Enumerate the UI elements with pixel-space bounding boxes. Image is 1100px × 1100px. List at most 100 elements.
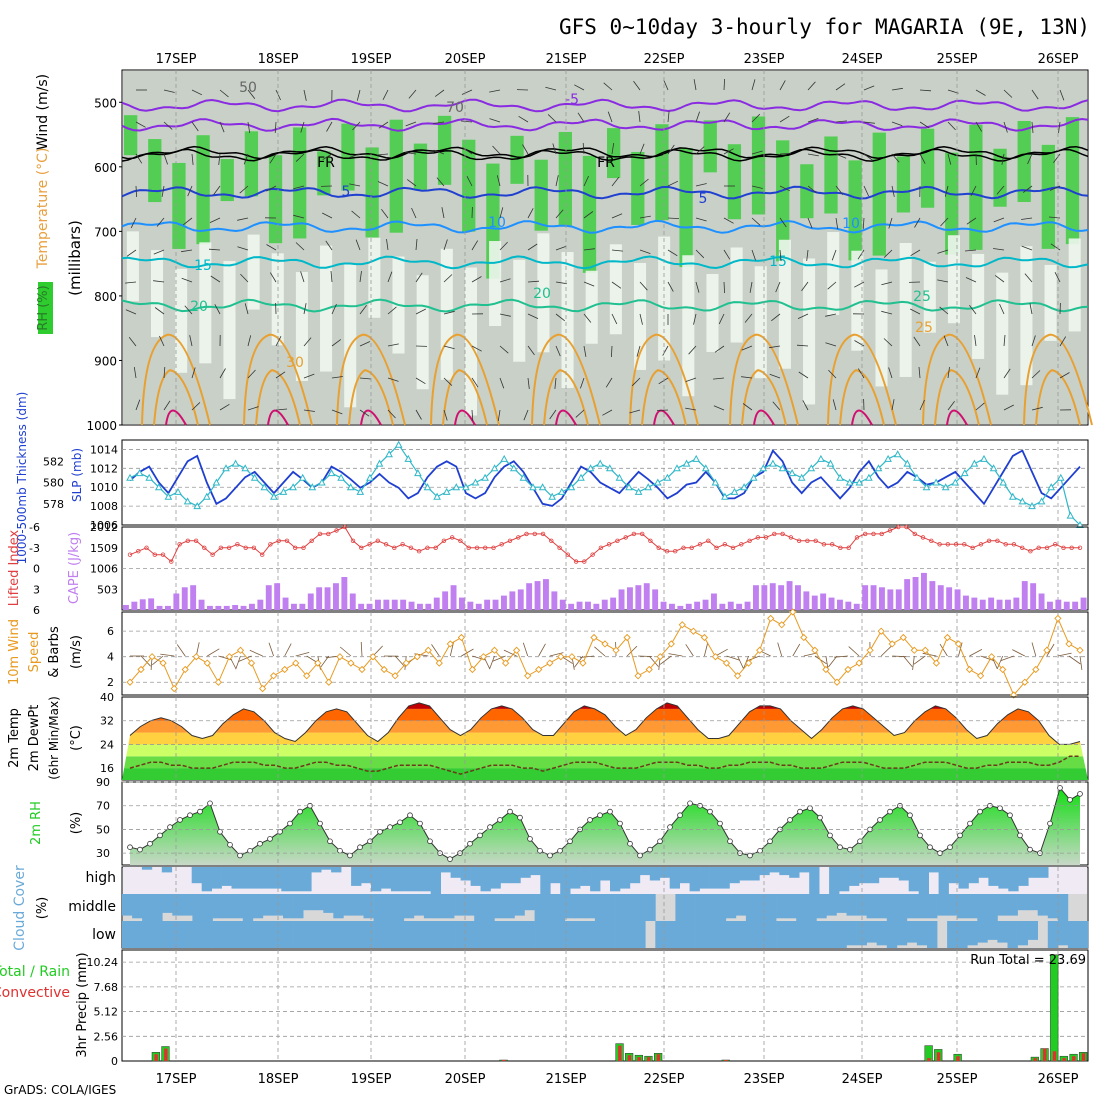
wind-barb: [489, 655, 495, 670]
cape-bar: [879, 587, 885, 610]
rh-moist-patch: [293, 127, 307, 239]
cape-bar: [1038, 593, 1045, 610]
wind-barb: [326, 121, 333, 132]
cloud-cover-high-bar: [739, 867, 750, 881]
wind-speed-point: [170, 684, 178, 693]
slp-point: [845, 478, 854, 486]
wind-barb: [723, 112, 731, 123]
lifted-index-axis-label: Lifted Index: [7, 529, 22, 606]
wind-barb: [633, 80, 641, 91]
cloud-cover-high-bar: [231, 867, 242, 889]
wind-speed-point: [546, 659, 554, 667]
wind-barb: [749, 281, 753, 293]
wind-barb: [912, 655, 915, 670]
cape-bar: [601, 599, 608, 610]
rh-moist-patch: [172, 162, 186, 249]
cloud-cover-high-bar: [221, 867, 232, 886]
cloud-cover-high-bar: [211, 867, 222, 889]
wind-speed-point: [1076, 646, 1084, 654]
rh-point: [287, 820, 293, 827]
wind-barb: [415, 308, 426, 315]
wind-barb: [975, 121, 983, 132]
wind-barb: [772, 401, 781, 411]
rh-background: [123, 71, 1087, 424]
cape-bar: [685, 603, 692, 610]
wind-speed-point: [700, 633, 709, 642]
wind-speed-point: [258, 684, 267, 693]
wind-barb: [213, 185, 221, 196]
wind-barb: [125, 309, 137, 315]
cloud-cover-middle-bar: [1007, 894, 1018, 916]
cape-bar: [593, 603, 600, 610]
slp-point: [865, 473, 873, 481]
wind-barb: [497, 409, 501, 421]
rh-axis-label: RH (%): [36, 285, 51, 330]
rh-moist-patch: [896, 156, 911, 213]
wind-barb: [723, 249, 731, 260]
precip-convective-bar: [627, 1055, 632, 1061]
lifted-index-point: [846, 545, 851, 550]
cloud-cover-middle-bar: [916, 894, 928, 919]
wind-speed-point: [148, 653, 156, 661]
wind-barb: [966, 217, 977, 225]
cape-bar: [358, 603, 365, 610]
precip-convective-bar: [618, 1045, 622, 1061]
lifted-index-point: [152, 552, 157, 557]
wind-barb: [415, 272, 423, 283]
wind-speed-point: [225, 653, 234, 661]
rh-dry-patch: [150, 250, 164, 338]
lifted-index-point: [706, 538, 711, 543]
lifted-index-point: [532, 531, 537, 537]
cloud-cover-units-label: (%): [35, 897, 50, 920]
slp-point: [337, 473, 345, 481]
wind-barb: [969, 649, 983, 657]
wind-barb: [489, 118, 501, 123]
slp-point: [960, 469, 969, 477]
cloud-cover-middle-bar: [886, 894, 898, 921]
cloud-cover-low-bar: [735, 921, 747, 948]
rh-point: [337, 847, 343, 854]
wind-barb: [807, 153, 819, 157]
cloud-cover-low-bar: [403, 921, 415, 948]
cape-bar: [786, 581, 793, 610]
slp-point: [951, 478, 960, 486]
cape-bar: [576, 601, 583, 610]
date-label-bottom: 25SEP: [937, 1072, 978, 1087]
wind-barb: [779, 185, 791, 192]
wind-barb: [1003, 404, 1014, 411]
cape-bar: [1013, 597, 1020, 610]
wind-barb: [555, 313, 565, 322]
cape-bar: [299, 603, 306, 610]
cloud-cover-middle-bar: [544, 894, 555, 921]
cloud-cover-low-bar: [967, 921, 978, 946]
cloud-cover-high-bar: [470, 867, 481, 886]
cloud-cover-low-bar: [172, 921, 183, 948]
wind-barb: [913, 655, 926, 665]
cape-bar: [375, 599, 381, 610]
rh-dry-patch: [609, 244, 622, 335]
cloud-cover-high-bar: [749, 867, 760, 881]
slp-point: [749, 473, 758, 481]
cloud-cover-low-bar: [1047, 921, 1059, 948]
wind-barb: [415, 409, 422, 420]
cloud-cover-high-bar: [948, 867, 959, 884]
wind-barb: [835, 153, 847, 159]
cloud-cover-high-bar: [141, 867, 153, 870]
cape-bar: [459, 597, 465, 610]
rh-moist-patch: [124, 115, 138, 156]
lifted-index-point: [747, 538, 752, 543]
rh-point: [637, 852, 643, 859]
lifted-index-point: [433, 545, 438, 550]
rh-point: [387, 824, 393, 830]
wind-speed-point: [303, 672, 311, 680]
wind-barb: [207, 648, 220, 657]
cape-bar: [803, 591, 810, 610]
wind-speed-point: [501, 659, 510, 667]
wind-barb: [693, 313, 697, 325]
cloud-cover-low-bar: [212, 921, 223, 948]
cloud-cover-middle-bar: [252, 894, 264, 919]
wind-barb: [303, 89, 307, 101]
lifted-index-point: [986, 538, 992, 543]
cloud-cover-low-bar: [383, 921, 394, 948]
date-label-top: 26SEP: [1038, 52, 1079, 67]
